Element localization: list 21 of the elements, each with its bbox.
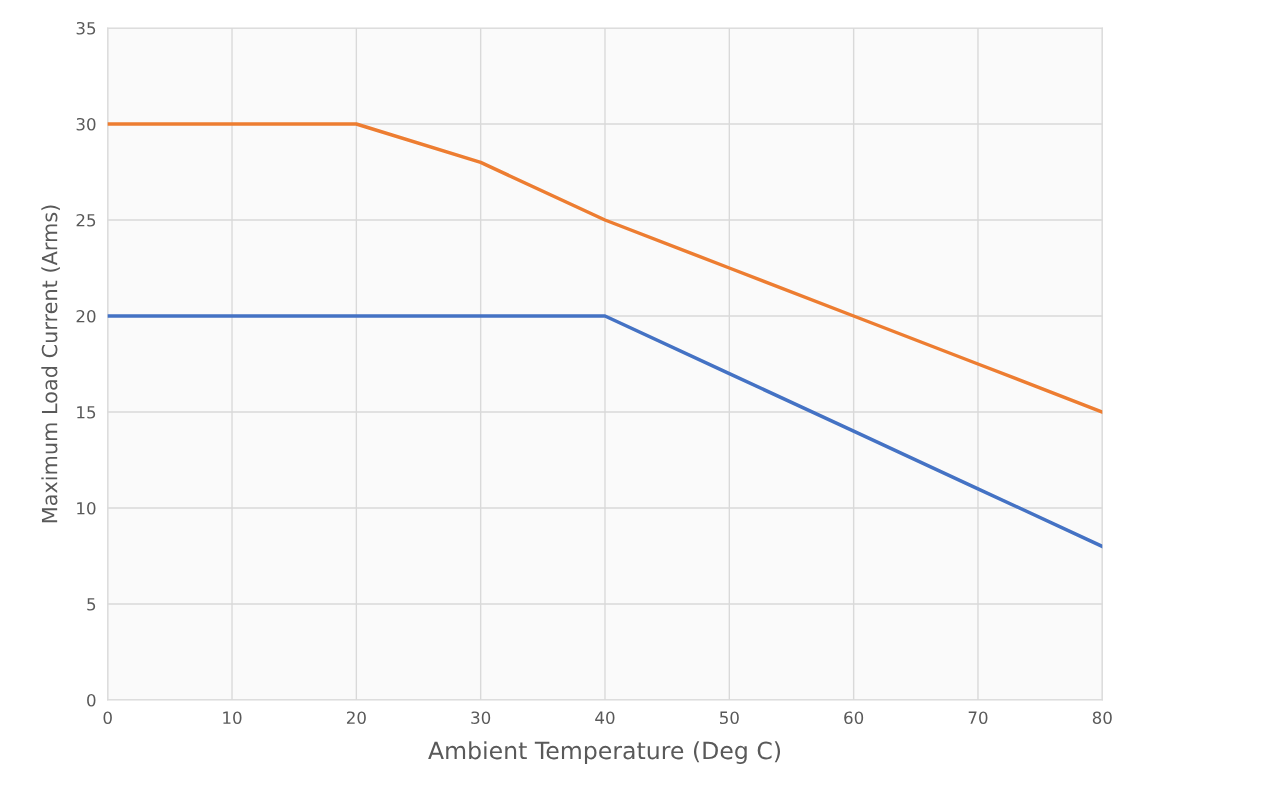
line-series — [107, 122, 1103, 414]
y-tick-label: 30 — [76, 117, 96, 131]
x-tick-label: 60 — [844, 711, 864, 725]
y-tick-label: 15 — [77, 406, 96, 419]
line-series — [107, 314, 1103, 549]
y-tick-label: 35 — [76, 21, 96, 35]
x-tick-label: 10 — [223, 711, 242, 725]
y-tick-label: 20 — [76, 309, 96, 323]
y-tick-label: 0 — [87, 693, 96, 707]
x-tick-label: 40 — [595, 711, 615, 725]
x-tick-label: 0 — [103, 711, 112, 725]
y-axis-title: Maximum Load Current (Arms) — [41, 205, 60, 523]
x-tick-label: 30 — [471, 711, 491, 725]
x-tick-label: 70 — [968, 711, 988, 725]
x-tick-label: 80 — [1092, 711, 1112, 725]
x-tick-label: 50 — [720, 711, 739, 725]
x-tick-label: 20 — [346, 711, 366, 725]
y-tick-label: 25 — [76, 213, 96, 227]
y-tick-label: 10 — [77, 501, 96, 515]
x-axis-title: Ambient Temperature (Deg C) — [428, 741, 781, 764]
y-tick-label: 5 — [87, 598, 96, 611]
